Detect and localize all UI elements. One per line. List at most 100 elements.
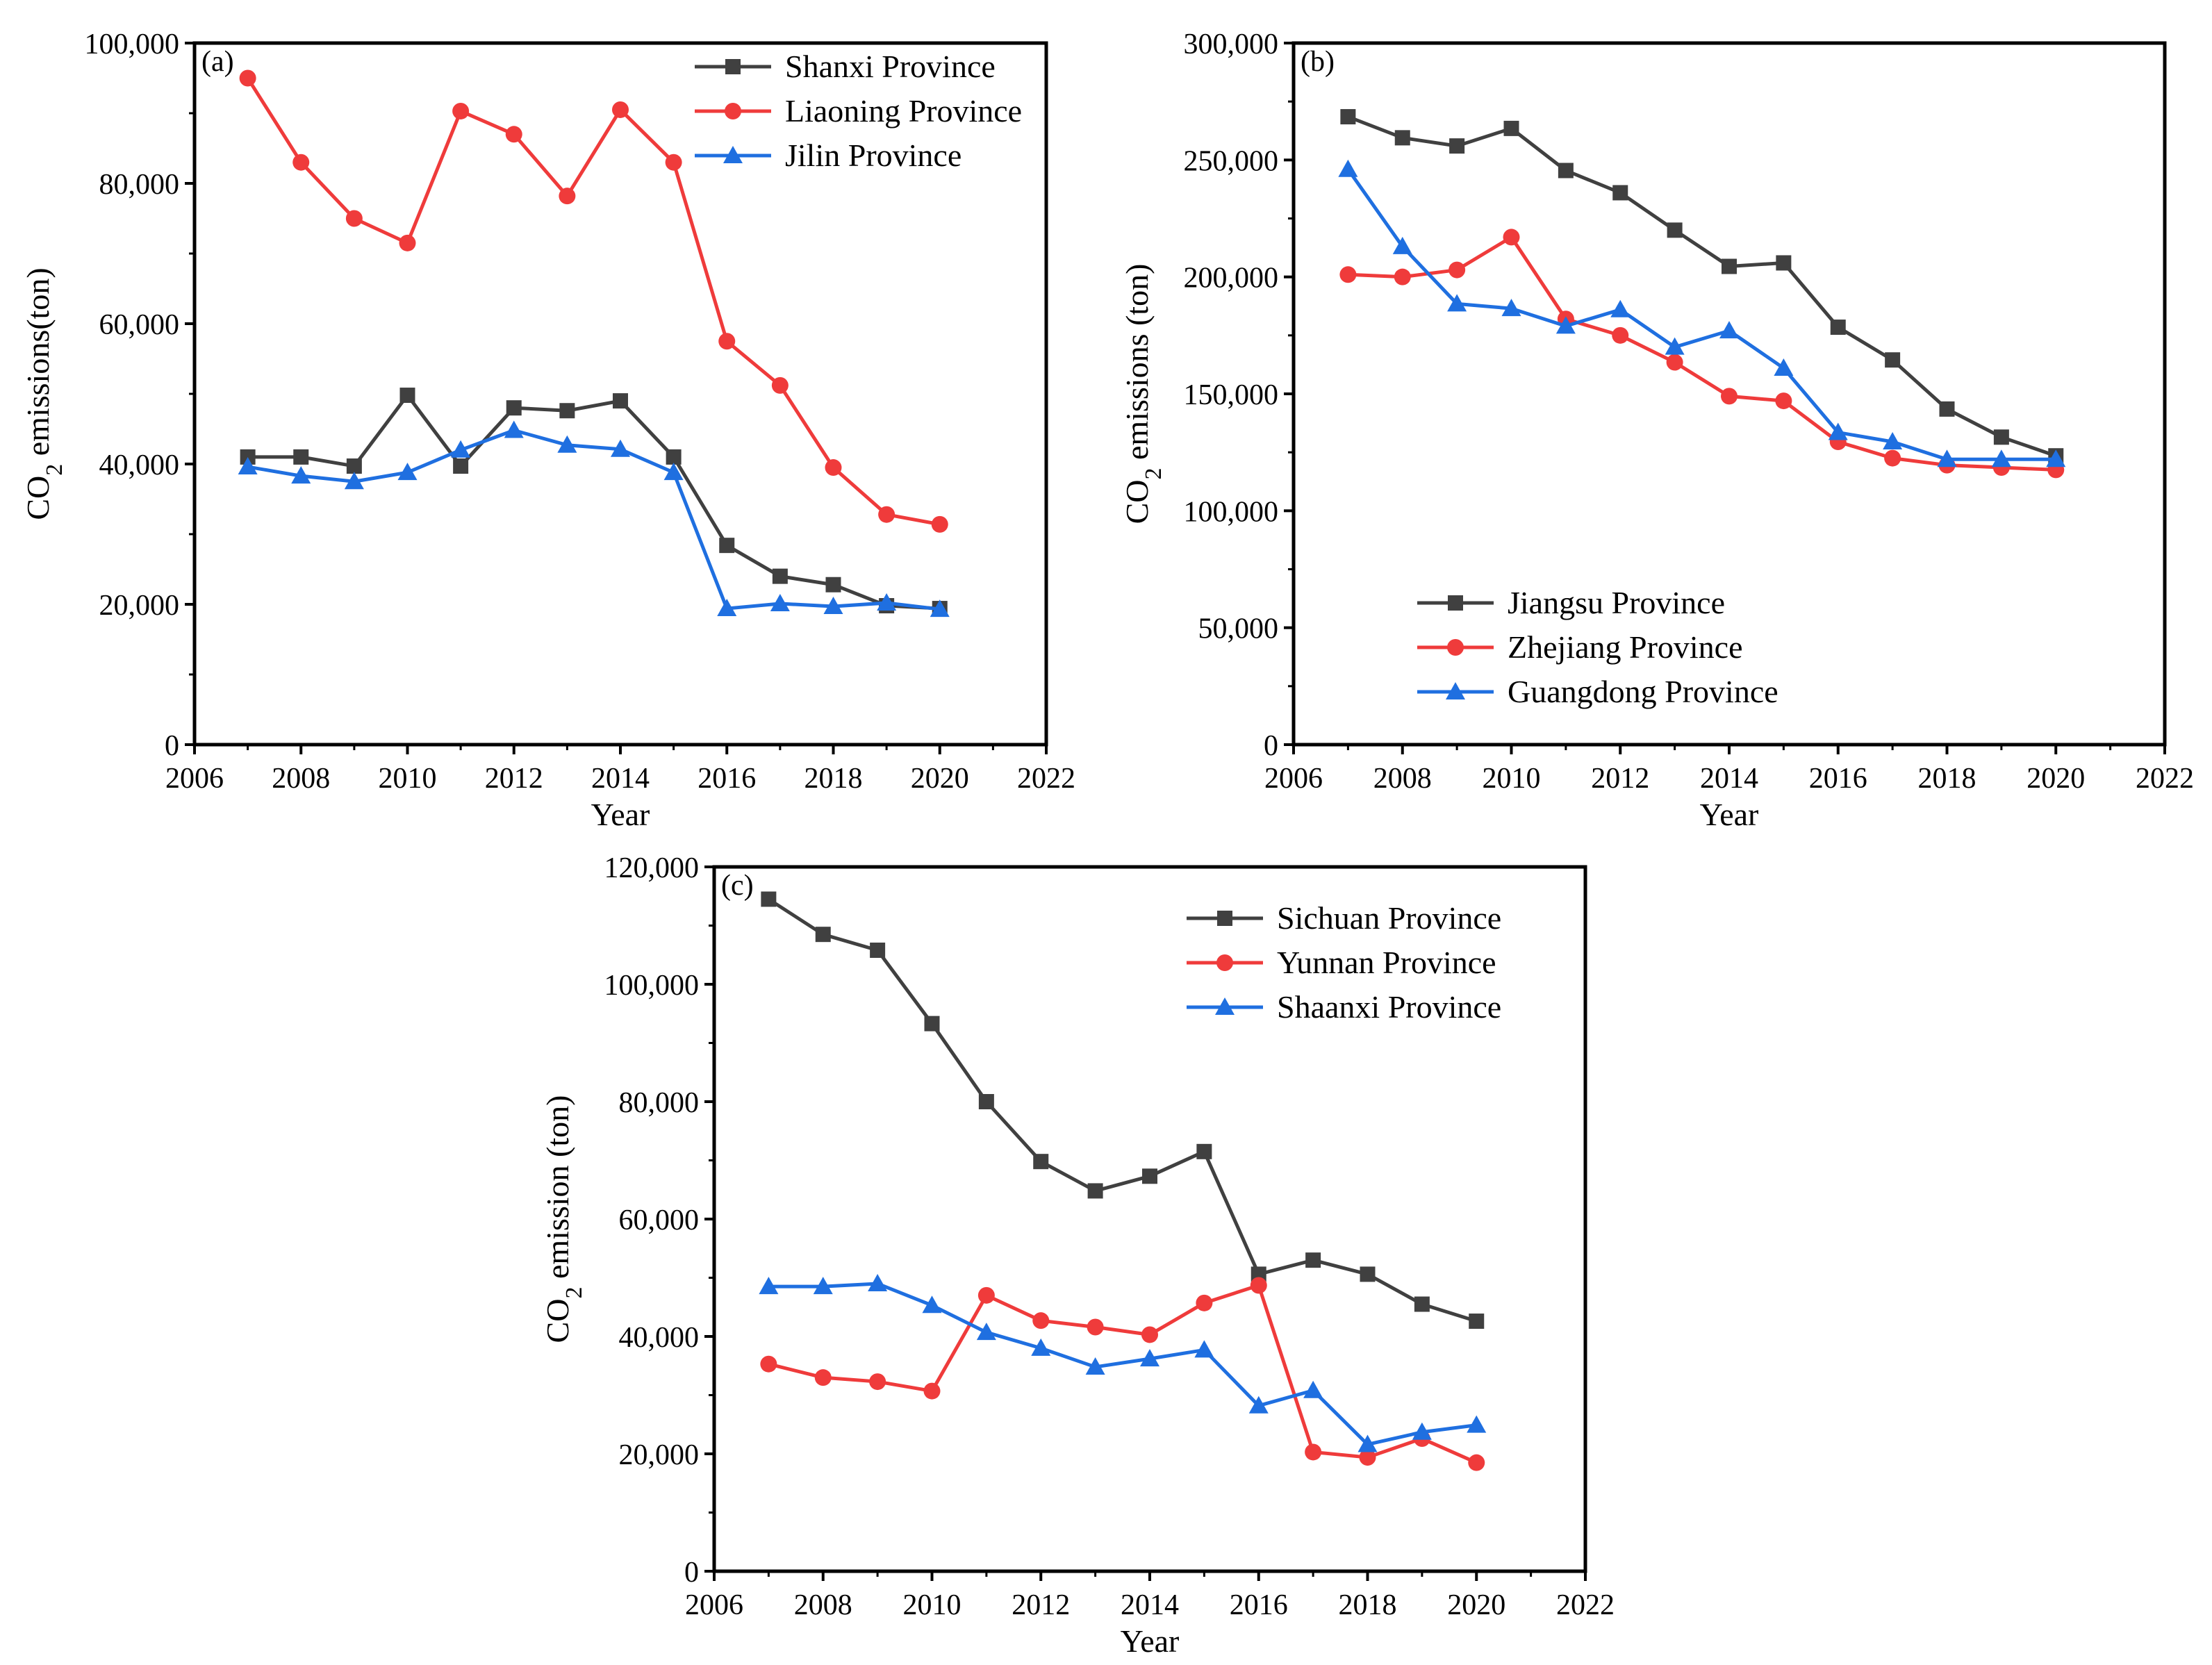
chart-panel-a: 2006 2008 2010 2012 2014 2016 2018 2020 2022 0 20,… — [20, 28, 1075, 832]
x-tick-label: 2022 — [1556, 1589, 1615, 1621]
series-line — [768, 1283, 1478, 1464]
data-point — [1993, 429, 2009, 445]
series-sichuan-province — [761, 891, 1485, 1329]
x-tick-label: 2006 — [685, 1589, 743, 1621]
y-tick-label: 100,000 — [85, 28, 180, 60]
data-point — [559, 403, 575, 419]
data-point — [1667, 222, 1683, 238]
data-point — [922, 1295, 942, 1314]
legend-marker — [1448, 595, 1463, 611]
data-point — [1032, 1312, 1050, 1329]
data-point — [1885, 352, 1901, 368]
data-point — [825, 459, 842, 477]
data-point — [823, 597, 843, 615]
y-tick-label: 100,000 — [604, 970, 700, 1002]
data-point — [504, 420, 524, 438]
data-point — [1449, 138, 1465, 154]
legend-marker — [725, 103, 741, 119]
x-tick-label: 2014 — [1121, 1589, 1179, 1621]
data-point — [1339, 266, 1357, 283]
data-point — [1610, 299, 1631, 317]
x-tick-label: 2006 — [1264, 763, 1323, 795]
data-point — [1501, 299, 1521, 317]
data-point — [1774, 358, 1794, 376]
y-tick-label: 80,000 — [619, 1087, 700, 1119]
x-tick-label: 2012 — [1591, 763, 1649, 795]
x-tick-label: 2012 — [1012, 1589, 1070, 1621]
data-point — [1140, 1349, 1159, 1367]
x-tick-label: 2022 — [2136, 763, 2194, 795]
y-tick-label: 60,000 — [619, 1204, 700, 1236]
data-point — [825, 577, 841, 593]
data-point — [611, 439, 630, 457]
data-point — [346, 458, 362, 474]
data-point — [663, 463, 684, 481]
data-point — [1612, 185, 1628, 201]
series-jilin-province — [238, 420, 950, 618]
series-guangdong-province — [1338, 159, 2066, 467]
data-point — [1447, 294, 1467, 312]
legend-label: Liaoning Province — [785, 93, 1022, 129]
x-tick-label: 2018 — [1339, 1589, 1397, 1621]
data-point — [772, 568, 788, 584]
legend: Jiangsu Province Zhejiang Province Guangdo… — [1417, 585, 1778, 709]
data-point — [559, 188, 576, 205]
series-jiangsu-province — [1340, 109, 2064, 464]
legend-label: Shanxi Province — [785, 49, 996, 84]
y-tick-label: 300,000 — [1184, 28, 1279, 60]
data-point — [869, 1373, 886, 1391]
data-point — [1085, 1357, 1105, 1375]
data-point — [665, 154, 682, 171]
legend-marker — [1215, 997, 1235, 1015]
data-point — [878, 506, 895, 523]
x-tick-label: 2016 — [1230, 1589, 1288, 1621]
data-point — [717, 599, 737, 617]
y-tick-label: 250,000 — [1184, 145, 1279, 177]
data-point — [1666, 354, 1683, 371]
x-tick-label: 2008 — [794, 1589, 852, 1621]
y-tick-label: 50,000 — [1198, 613, 1279, 645]
panel-label: (a) — [201, 46, 234, 78]
series-line — [1348, 235, 2056, 472]
data-point — [1250, 1277, 1267, 1294]
data-point — [977, 1286, 995, 1304]
data-point — [1087, 1318, 1104, 1336]
x-tick-label: 2020 — [1447, 1589, 1505, 1621]
x-tick-label: 2010 — [379, 763, 437, 795]
data-point — [452, 102, 470, 119]
series-line — [247, 393, 940, 611]
data-point — [1775, 392, 1792, 410]
data-point — [344, 472, 364, 490]
data-point — [815, 927, 831, 943]
legend: Shanxi Province Liaoning Province Jilin Pr… — [695, 49, 1022, 173]
series-line — [768, 897, 1477, 1323]
data-point — [1394, 130, 1410, 146]
data-point — [1665, 337, 1685, 355]
data-point — [1722, 258, 1737, 274]
data-point — [1194, 1340, 1214, 1358]
x-tick-label: 2014 — [591, 763, 650, 795]
data-point — [1338, 159, 1358, 177]
legend-label: Sichuan Province — [1277, 900, 1501, 936]
y-axis-title-main: CO — [20, 476, 56, 520]
y-axis-title: CO2 emissions (ton) — [1119, 264, 1166, 524]
data-point — [931, 515, 948, 533]
x-tick-label: 2006 — [165, 763, 224, 795]
data-point — [1721, 388, 1738, 405]
data-point — [1448, 261, 1466, 279]
data-point — [1087, 1183, 1103, 1199]
y-tick-label: 40,000 — [619, 1322, 700, 1354]
y-axis-title-rest: emissions (ton) — [1119, 264, 1155, 468]
data-point — [1142, 1168, 1157, 1184]
data-point — [1468, 1454, 1485, 1471]
data-point — [1359, 1449, 1376, 1466]
y-axis-title-rest: emission (ton) — [540, 1095, 575, 1287]
data-point — [239, 69, 256, 87]
x-tick-label: 2020 — [911, 763, 969, 795]
y-axis-title-main: CO — [540, 1299, 575, 1343]
x-tick-label: 2016 — [698, 763, 756, 795]
data-point — [292, 154, 310, 171]
legend-marker — [725, 59, 741, 74]
legend-label: Shaanxi Province — [1277, 989, 1501, 1025]
y-tick-label: 80,000 — [99, 169, 180, 201]
